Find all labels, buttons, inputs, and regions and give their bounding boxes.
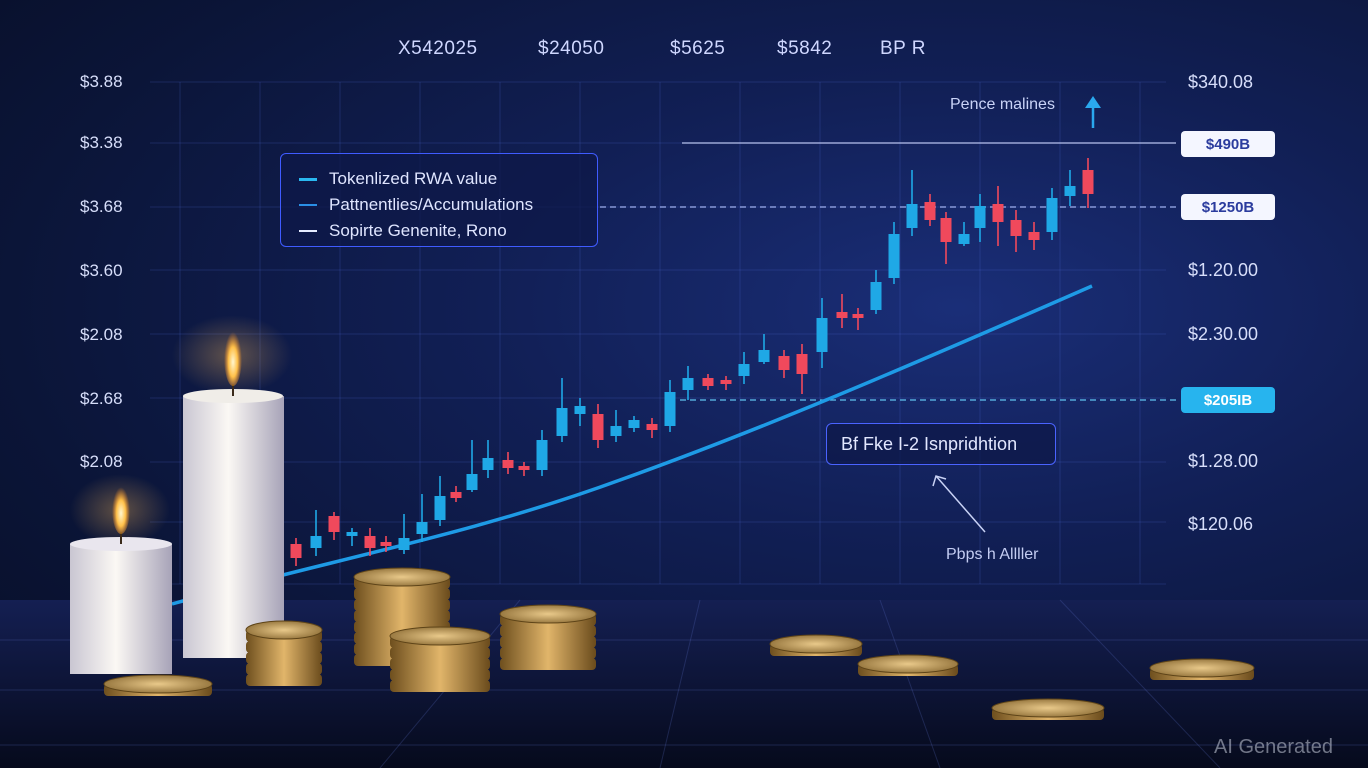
candle-body	[1082, 170, 1094, 194]
peak-note: Pence malines	[950, 96, 1055, 113]
legend-label: Pattnentlies/Accumulations	[329, 195, 534, 214]
candlesticks	[290, 158, 1094, 566]
left-axis-label: $2.08	[80, 452, 123, 471]
candle-body	[628, 420, 640, 428]
candle-body	[796, 354, 808, 374]
candle-body	[380, 542, 392, 546]
candle-body	[778, 356, 790, 370]
candle-body	[682, 378, 694, 390]
candle-body	[870, 282, 882, 310]
left-axis-label: $2.68	[80, 389, 123, 408]
coin-stack	[103, 674, 213, 696]
legend-swatch	[299, 230, 317, 232]
header-label-3: $5625	[670, 38, 726, 59]
candle-body	[482, 458, 494, 470]
candle-body	[1046, 198, 1058, 232]
left-axis-label: $3.88	[80, 72, 123, 91]
candle-body	[720, 380, 732, 384]
candle-body	[924, 202, 936, 220]
candle-body	[328, 516, 340, 532]
annotation-note: Pbps h Allller	[946, 546, 1039, 563]
left-axis-label: $3.38	[80, 133, 123, 152]
left-axis-label: $3.60	[80, 261, 123, 280]
legend-label: Sopirte Genenite, Rono	[329, 221, 507, 240]
candle-body	[702, 378, 714, 386]
candle-body	[758, 350, 770, 362]
candle-body	[310, 536, 322, 548]
candle-body	[364, 536, 376, 548]
candle-body	[450, 492, 462, 498]
annotation-box: Bf Fke I-2 Isnpridhtion	[826, 423, 1056, 465]
candle-body	[646, 424, 658, 430]
coin-stacks	[103, 567, 1255, 720]
legend-label: Tokenlized RWA value	[329, 169, 498, 188]
legend-item: Sopirte Genenite, Rono	[299, 218, 597, 244]
legend-item: Pattnentlies/Accumulations	[299, 192, 597, 218]
candle-body	[556, 408, 568, 436]
candle-body	[592, 414, 604, 440]
value-tag-top: $490B	[1181, 131, 1275, 157]
right-axis-label: $1.20.00	[1188, 260, 1259, 280]
chart-grid	[150, 81, 1166, 585]
candle-body	[398, 538, 410, 550]
candle-body	[888, 234, 900, 278]
candle-body	[664, 392, 676, 426]
right-axis-label: $1.28.00	[1188, 451, 1259, 471]
coin-stack	[499, 604, 597, 670]
candle-body	[502, 460, 514, 468]
candle-body	[518, 466, 530, 470]
candle-body	[906, 204, 918, 228]
candle-body	[434, 496, 446, 520]
header-label-5: BP R	[880, 38, 927, 59]
trend-line	[171, 284, 1093, 606]
header-label-2: $24050	[538, 38, 605, 59]
header-label-1: X542025	[398, 38, 478, 59]
candle-body	[346, 532, 358, 536]
legend-swatch	[299, 177, 317, 181]
candle-body	[1064, 186, 1076, 196]
candle-body	[290, 544, 302, 558]
value-tag-mid: $1250B	[1181, 194, 1275, 220]
candle-body	[1010, 220, 1022, 236]
candle-body	[536, 440, 548, 470]
annotation-pointer-icon	[932, 475, 986, 533]
candle-body	[738, 364, 750, 376]
right-axis-label: $340.08	[1188, 72, 1254, 92]
candle-body	[836, 312, 848, 318]
header-label-4: $5842	[777, 38, 833, 59]
candle-body	[958, 234, 970, 244]
legend-item: Tokenlized RWA value	[299, 166, 597, 192]
left-axis-label: $2.08	[80, 325, 123, 344]
right-axis-label: $2.30.00	[1188, 324, 1259, 344]
coin-stack	[245, 620, 323, 686]
candle-body	[992, 204, 1004, 222]
left-axis-label: $3.68	[80, 197, 123, 216]
candle-body	[940, 218, 952, 242]
candle-body	[574, 406, 586, 414]
candle-body	[974, 206, 986, 228]
candle-body	[816, 318, 828, 352]
candle-body	[852, 314, 864, 318]
right-axis-label: $120.06	[1188, 514, 1254, 534]
coin-stack	[857, 654, 959, 676]
watermark: AI Generated	[1214, 736, 1333, 758]
coin-stack	[389, 626, 491, 692]
candle-body	[416, 522, 428, 534]
candle-body	[610, 426, 622, 436]
coin-stack	[1149, 658, 1255, 680]
large-candle	[183, 326, 284, 658]
candle-body	[466, 474, 478, 490]
value-tag-low: $205IB	[1181, 387, 1275, 413]
legend: Tokenlized RWA value Pattnentlies/Accumu…	[280, 153, 598, 247]
coin-stack	[769, 634, 863, 656]
candle-body	[1028, 232, 1040, 240]
coin-stack	[991, 698, 1105, 720]
peak-arrow-icon	[1085, 96, 1101, 128]
small-candle	[70, 482, 172, 674]
legend-swatch	[299, 204, 317, 206]
